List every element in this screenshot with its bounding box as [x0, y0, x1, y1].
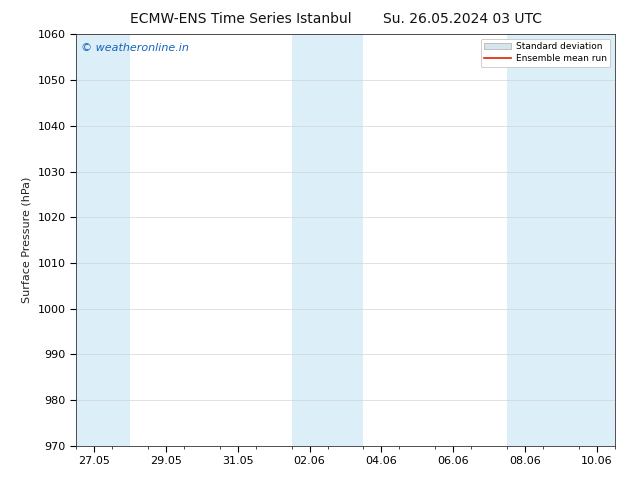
Text: Su. 26.05.2024 03 UTC: Su. 26.05.2024 03 UTC [384, 12, 542, 26]
Bar [76, 34, 130, 446]
Legend: Standard deviation, Ensemble mean run: Standard deviation, Ensemble mean run [481, 39, 611, 67]
Text: ECMW-ENS Time Series Istanbul: ECMW-ENS Time Series Istanbul [130, 12, 352, 26]
Y-axis label: Surface Pressure (hPa): Surface Pressure (hPa) [22, 177, 32, 303]
Bar [507, 34, 615, 446]
Bar [292, 34, 363, 446]
Text: © weatheronline.in: © weatheronline.in [81, 43, 190, 52]
